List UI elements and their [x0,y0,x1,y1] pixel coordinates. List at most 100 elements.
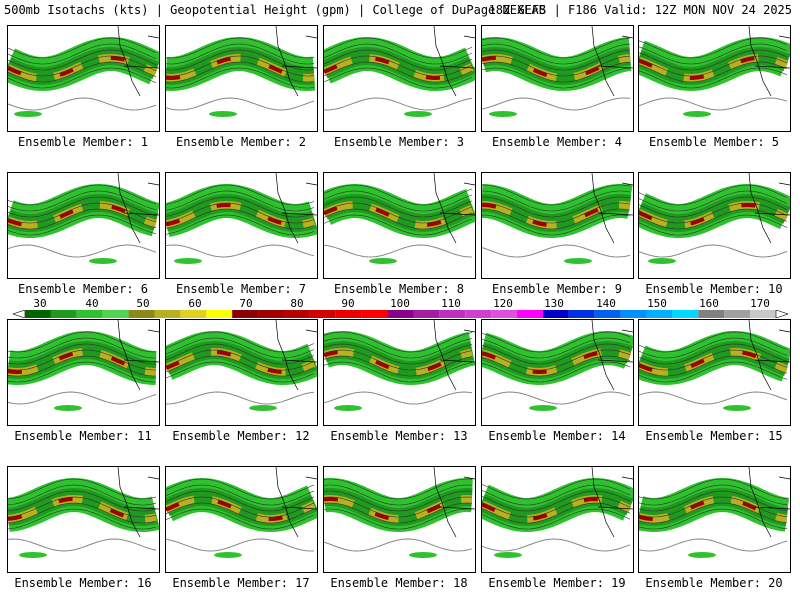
coastline [433,320,475,391]
height-contour [482,43,631,65]
height-contour [324,49,473,71]
wind-patch [214,552,242,558]
height-contour [166,184,315,206]
height-contour [482,484,631,506]
isotach-map [639,26,790,117]
member-label: Ensemble Member: 5 [648,135,780,149]
height-contour [639,49,788,71]
wind-patch [249,405,277,411]
height-contour [482,184,631,206]
coastline [748,26,790,97]
height-contour [166,496,315,518]
height-contour [324,484,473,506]
subtropical-contour [324,244,473,258]
colorbar-tick-label: 30 [33,297,47,310]
ensemble-panel-7 [165,172,318,279]
height-contour [324,496,473,518]
height-contour [482,37,631,59]
height-contour [8,361,157,383]
height-contour [8,349,157,371]
height-contour [8,208,157,230]
jet-core [8,494,157,524]
colorbar-labels: 30 40 50 60 70 80 90 100 110 120 130 140 150 160 170 [0,297,800,311]
isotach-map [166,173,317,264]
height-contour [639,343,788,365]
colorbar-tick-label: 150 [647,297,667,310]
height-contour [482,343,631,365]
colorbar-swatch [750,310,776,318]
height-contour [482,67,631,89]
height-contour [482,202,631,224]
jet-core [8,347,157,377]
isotach-map [8,467,159,558]
isotach-map [639,467,790,558]
wind-patch [174,258,202,264]
colorbar-tick-label: 120 [493,297,513,310]
coastline [275,320,317,391]
coastline [433,467,475,538]
height-contour [166,196,315,218]
height-contour [8,55,157,77]
subtropical-contour [639,97,788,111]
coastline [748,320,790,391]
jet-core [8,53,158,83]
member-label: Ensemble Member: 6 [17,282,149,296]
colorbar-swatch [154,310,181,318]
height-contour [324,508,473,530]
ensemble-panel-12 [165,319,318,426]
coastline [117,26,159,97]
height-contour [8,61,157,83]
wind-patch [688,552,716,558]
member-label: Ensemble Member: 19 [488,576,626,590]
member-label: Ensemble Member: 9 [491,282,623,296]
member-label: Ensemble Member: 16 [14,576,152,590]
colorbar-swatch [620,310,647,318]
subtropical-contour [324,538,473,552]
coastline [117,467,159,538]
ensemble-panel-9 [481,172,634,279]
colorbar-swatch [128,310,155,318]
colorbar-tick-label: 170 [750,297,770,310]
run-valid-time: 18Z GEFS | F186 Valid: 12Z MON NOV 24 20… [488,3,792,17]
coastline [433,26,475,97]
height-contour [166,355,315,377]
wind-patch [54,405,82,411]
colorbar-swatch [387,310,414,318]
height-contour [639,190,788,212]
height-contour [639,61,788,83]
subtropical-contour [639,244,788,258]
height-contour [482,337,631,359]
height-contour [639,202,788,224]
wind-patch [489,111,517,117]
subtropical-contour [639,391,788,405]
colorbar-tick-label: 80 [290,297,304,310]
member-label: Ensemble Member: 11 [14,429,152,443]
wind-patch [564,258,592,264]
colorbar-max-arrow [775,310,788,318]
height-contour [166,190,315,212]
height-contour [8,214,157,236]
wind-patch [494,552,522,558]
isotach-map [482,320,633,411]
colorbar-swatch [102,310,129,318]
colorbar-tick-label: 40 [85,297,99,310]
colorbar-swatch [335,310,362,318]
height-contour [324,349,473,371]
isotach-map [8,320,159,411]
height-contour [639,37,788,59]
height-contour [166,478,315,500]
isotach-map [639,173,790,264]
height-contour [482,355,631,377]
height-contour [324,184,473,206]
coastline [748,467,790,538]
coastline [591,173,633,244]
jet-core [639,53,789,83]
colorbar-swatch [258,310,284,318]
height-contour [324,355,473,377]
subtropical-contour [639,538,788,552]
height-contour [166,343,315,365]
ensemble-panel-5 [638,25,791,132]
height-contour [8,331,157,353]
height-contour [639,361,788,383]
subtropical-contour [8,391,157,405]
